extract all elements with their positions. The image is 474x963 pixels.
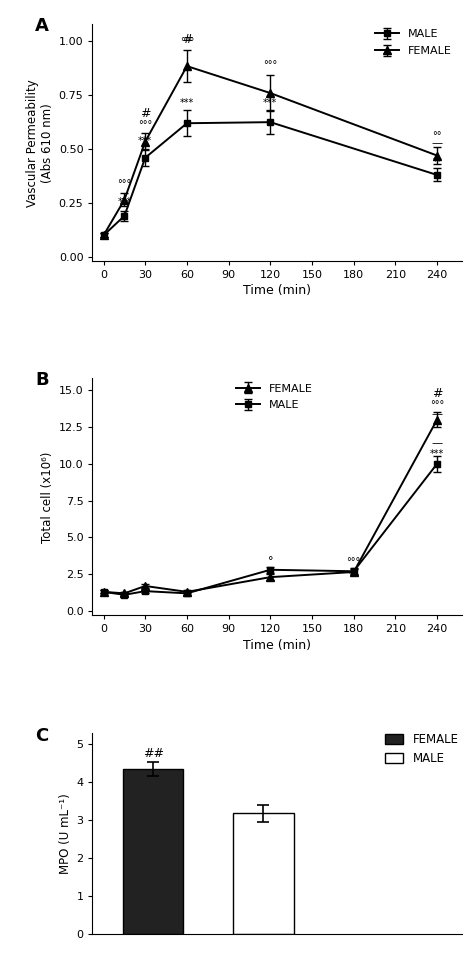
Text: **: ** — [349, 570, 358, 580]
Bar — [233, 813, 294, 934]
Text: —: — — [431, 438, 443, 448]
Text: °°°: °°° — [430, 400, 444, 410]
Text: °°°: °°° — [346, 558, 361, 567]
Text: ***: *** — [263, 98, 277, 108]
Bar — [123, 768, 183, 934]
Legend: FEMALE, MALE: FEMALE, MALE — [231, 379, 317, 415]
Text: °°°: °°° — [180, 37, 194, 47]
Text: #: # — [182, 33, 192, 46]
Text: °°°: °°° — [138, 119, 152, 130]
Text: ***: *** — [180, 98, 194, 108]
Text: ***: *** — [138, 136, 152, 145]
Y-axis label: MPO (U mL⁻¹): MPO (U mL⁻¹) — [59, 793, 72, 873]
Text: °°°: °°° — [263, 61, 277, 70]
Text: ***: *** — [117, 197, 131, 207]
Text: ##: ## — [143, 747, 164, 761]
Text: C: C — [35, 726, 48, 744]
Legend: FEMALE, MALE: FEMALE, MALE — [380, 728, 464, 769]
Legend: MALE, FEMALE: MALE, FEMALE — [371, 25, 456, 61]
Text: ***: *** — [430, 449, 444, 458]
Text: A: A — [35, 17, 49, 35]
X-axis label: Time (min): Time (min) — [243, 638, 311, 652]
X-axis label: Time (min): Time (min) — [243, 284, 311, 298]
Text: °°°: °°° — [117, 179, 131, 189]
Text: B: B — [35, 371, 49, 389]
Text: **: ** — [432, 157, 442, 168]
Y-axis label: Vascular Permeability
(Abs 610 nm): Vascular Permeability (Abs 610 nm) — [27, 79, 55, 206]
Text: —: — — [431, 409, 443, 419]
Text: *: * — [267, 569, 273, 580]
Text: #: # — [432, 387, 442, 400]
Y-axis label: Total cell (x10⁶): Total cell (x10⁶) — [42, 452, 55, 542]
Text: —: — — [431, 138, 443, 148]
Text: °°: °° — [432, 132, 442, 142]
Text: #: # — [140, 107, 151, 120]
Text: °: ° — [268, 556, 273, 566]
